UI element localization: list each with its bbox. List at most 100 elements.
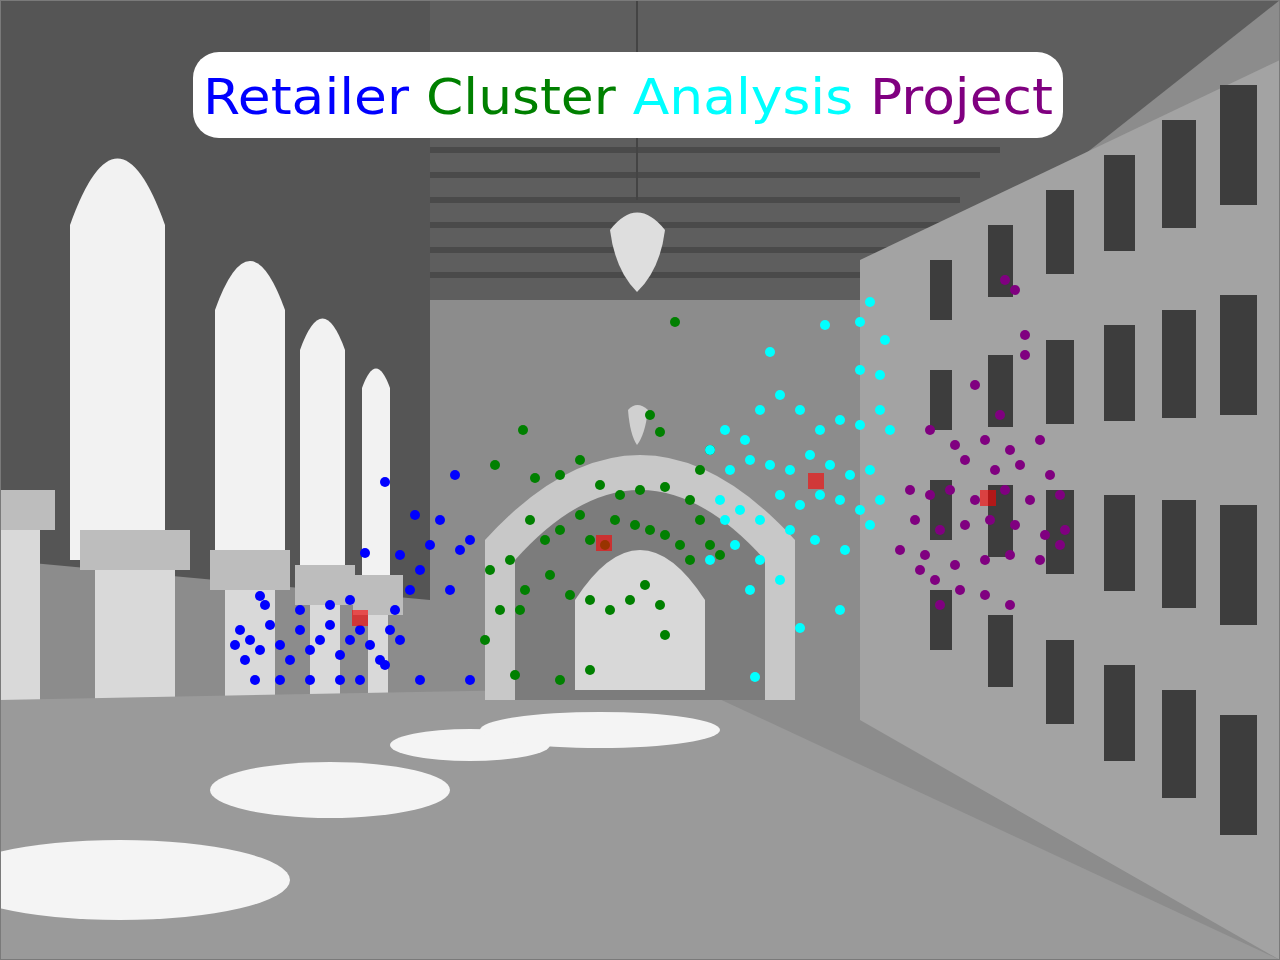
point [345, 635, 355, 645]
point [855, 365, 865, 375]
point [660, 530, 670, 540]
point [925, 490, 935, 500]
point [1005, 550, 1015, 560]
point [575, 455, 585, 465]
point [945, 485, 955, 495]
point [425, 540, 435, 550]
point [555, 525, 565, 535]
point [1020, 330, 1030, 340]
point [480, 635, 490, 645]
plot-frame [1, 1, 1280, 960]
point [980, 435, 990, 445]
point [595, 480, 605, 490]
point [305, 675, 315, 685]
series-2 [705, 297, 895, 682]
wall-window [1220, 715, 1257, 835]
point [450, 470, 460, 480]
point [630, 520, 640, 530]
point [625, 595, 635, 605]
arch-opening [215, 261, 285, 585]
point [955, 585, 965, 595]
point [705, 540, 715, 550]
point [695, 465, 705, 475]
point [585, 665, 595, 675]
marks [230, 275, 1070, 685]
point [960, 455, 970, 465]
chart: Retailer Cluster Analysis Project [0, 0, 1280, 960]
point [295, 625, 305, 635]
wall-window [930, 370, 952, 430]
point [635, 485, 645, 495]
point [235, 625, 245, 635]
point [720, 515, 730, 525]
point [245, 635, 255, 645]
point [795, 500, 805, 510]
capital [295, 565, 355, 605]
point [240, 655, 250, 665]
point [855, 420, 865, 430]
point [875, 495, 885, 505]
point [810, 535, 820, 545]
point [950, 440, 960, 450]
point [820, 320, 830, 330]
point [545, 570, 555, 580]
centroid [808, 473, 824, 489]
point [645, 410, 655, 420]
point [985, 515, 995, 525]
point [935, 600, 945, 610]
point [950, 560, 960, 570]
point [855, 317, 865, 327]
point [705, 555, 715, 565]
wall-window [1104, 325, 1135, 421]
point [655, 600, 665, 610]
lamp [610, 213, 665, 293]
point [755, 405, 765, 415]
point [835, 495, 845, 505]
point [1035, 555, 1045, 565]
point [1055, 540, 1065, 550]
centroid [596, 535, 612, 551]
point [360, 548, 370, 558]
point [765, 347, 775, 357]
point [980, 590, 990, 600]
wall-window [988, 225, 1013, 297]
point [885, 425, 895, 435]
point [520, 585, 530, 595]
title-word: Retailer [203, 68, 409, 126]
sunlight-pool [0, 840, 290, 920]
series-4 [352, 473, 996, 626]
point [875, 370, 885, 380]
capital [210, 550, 290, 590]
point [675, 540, 685, 550]
center-arch-inner [515, 490, 765, 700]
wall-window [1046, 340, 1074, 424]
lamp [628, 405, 648, 445]
point [825, 460, 835, 470]
point [1060, 525, 1070, 535]
point [405, 585, 415, 595]
capital [353, 575, 403, 615]
point [645, 525, 655, 535]
point [355, 625, 365, 635]
point [640, 580, 650, 590]
point [855, 505, 865, 515]
title-word: Cluster [409, 68, 616, 126]
point [765, 460, 775, 470]
point [505, 555, 515, 565]
point [920, 550, 930, 560]
point [435, 515, 445, 525]
wall-window [988, 355, 1013, 427]
point [865, 520, 875, 530]
wall-window [1162, 500, 1196, 608]
point [515, 605, 525, 615]
point [1055, 490, 1065, 500]
point [255, 645, 265, 655]
point [815, 425, 825, 435]
point [365, 640, 375, 650]
sunlight-pool [480, 712, 720, 748]
point [355, 675, 365, 685]
point [260, 600, 270, 610]
centroid [352, 610, 368, 626]
wall-window [988, 615, 1013, 687]
point [585, 595, 595, 605]
